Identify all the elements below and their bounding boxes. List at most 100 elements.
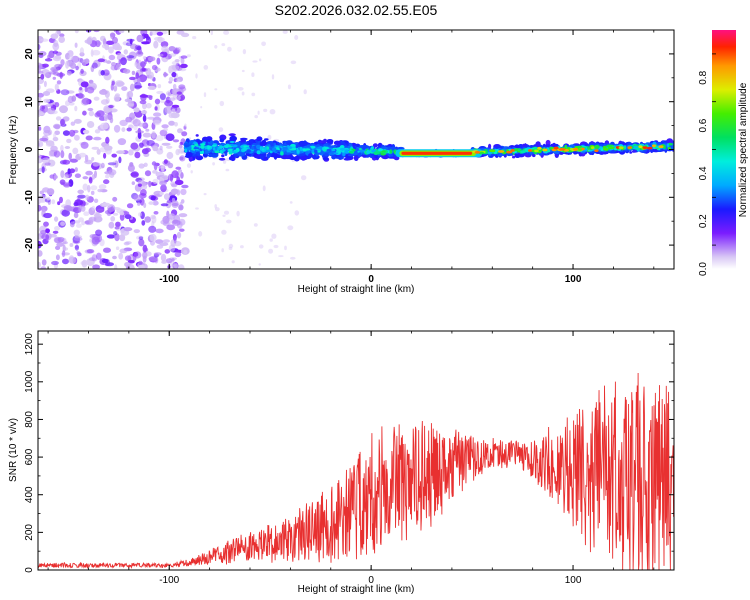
heatmap-cell [74,42,78,48]
heatmap-cell [155,171,165,177]
heatmap-cell [280,155,289,160]
heatmap-cell [246,149,251,153]
heatmap-cell [130,172,139,177]
heatmap-cell [116,52,123,57]
heatmap-cell [159,129,168,137]
heatmap-cell [130,142,139,150]
heatmap-cell [113,94,120,102]
heatmap-cell [391,146,396,150]
heatmap-cell [141,110,148,115]
heatmap-cell [181,184,189,189]
heatmap-cell [105,40,115,45]
heatmap-cell [166,151,174,160]
heatmap-cell [371,146,374,150]
heatmap-cell [115,246,120,250]
heatmap-cell [142,102,147,110]
heatmap-cell [41,166,45,174]
heatmap-cell [141,41,150,45]
heatmap-cell [204,150,211,154]
heatmap-cell [74,118,82,124]
heatmap-cell [82,59,87,67]
heatmap-cell [138,264,145,269]
heatmap-cell [164,99,174,107]
heatmap-cell [68,152,72,161]
heatmap-cell [76,92,84,99]
heatmap-cell [49,110,58,115]
heatmap-cell [273,244,279,249]
heatmap-cell [357,150,360,153]
heatmap-cell [129,76,136,81]
heatmap-cell [112,255,117,260]
heatmap-cell [164,105,173,114]
heatmap-cell [274,145,278,148]
heatmap-cell [254,115,258,119]
heatmap-cell [195,155,199,160]
heatmap-cell [162,239,170,243]
heatmap-cell [155,228,164,234]
heatmap-cell [87,107,94,112]
heatmap-cell [125,241,132,245]
heatmap-cell [159,191,164,196]
heatmap-cell [618,146,624,150]
heatmap-cell [204,145,208,150]
heatmap-cell [124,255,132,261]
heatmap-cell [178,213,188,218]
heatmap-cell [534,149,539,153]
heatmap-cell [137,77,141,84]
heatmap-cell [166,224,176,231]
heatmap-cell [642,146,648,150]
x-tick-label: -100 [159,274,179,285]
heatmap-cell [300,156,308,161]
heatmap-cell [186,146,192,151]
heatmap-cell [127,259,135,264]
heatmap-cell [227,148,233,151]
heatmap-cell [261,153,266,157]
heatmap-cell [105,136,110,144]
heatmap-cell [219,138,225,143]
heatmap-cell [103,179,110,185]
heatmap-cell [59,33,65,38]
heatmap-cell [85,170,93,176]
heatmap-cell [98,69,102,77]
heatmap-cell [148,256,158,262]
heatmap-cell [180,172,184,179]
heatmap-cell [322,157,329,161]
heatmap-cell [227,46,232,52]
heatmap-cell [62,159,71,165]
heatmap-cell [323,138,327,143]
heatmap-cell [55,254,60,261]
heatmap-cell [126,103,134,107]
heatmap-cell [54,102,60,108]
heatmap-cell [64,146,71,149]
heatmap-cell [186,54,191,58]
heatmap-cell [74,167,78,172]
heatmap-cell [110,83,114,91]
heatmap-cell [116,81,125,87]
y-tick-label: 0 [24,146,35,152]
heatmap-cell [231,151,237,154]
heatmap-cell [498,150,505,153]
heatmap-cell [45,104,53,108]
heatmap-cell [178,84,186,90]
heatmap-cell [261,146,264,150]
heatmap-cell [137,122,146,127]
heatmap-cell [159,145,163,151]
heatmap-cell [95,229,103,236]
heatmap-cell [38,43,41,51]
heatmap-cell [78,152,87,158]
heatmap-cell [38,92,44,98]
heatmap-cell [531,149,535,153]
heatmap-cell [91,146,100,150]
heatmap-cell [264,138,269,141]
heatmap-cell [255,144,261,149]
heatmap-cell [38,204,42,212]
heatmap-cell [148,225,157,233]
heatmap-cell [602,145,607,149]
heatmap-cell [554,143,559,148]
heatmap-cell [156,90,164,95]
heatmap-cell [81,205,86,212]
heatmap-cell [235,141,241,145]
heatmap-cell [186,163,192,169]
heatmap-cell [112,212,119,216]
heatmap-cell [43,212,53,219]
